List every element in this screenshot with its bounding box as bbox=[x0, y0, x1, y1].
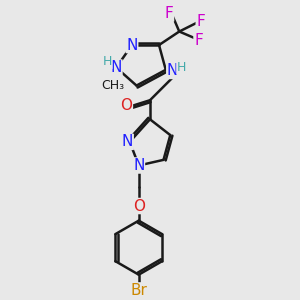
Text: F: F bbox=[194, 33, 203, 48]
Text: N: N bbox=[133, 158, 144, 173]
Text: Br: Br bbox=[130, 283, 147, 298]
Text: F: F bbox=[196, 14, 205, 29]
Text: CH₃: CH₃ bbox=[101, 79, 124, 92]
Text: N: N bbox=[122, 134, 133, 149]
Text: O: O bbox=[133, 199, 145, 214]
Text: H: H bbox=[103, 56, 112, 68]
Text: F: F bbox=[165, 6, 173, 21]
Text: O: O bbox=[120, 98, 132, 113]
Text: N: N bbox=[126, 38, 138, 52]
Text: N: N bbox=[167, 63, 178, 78]
Text: N: N bbox=[110, 60, 122, 75]
Text: H: H bbox=[177, 61, 186, 74]
